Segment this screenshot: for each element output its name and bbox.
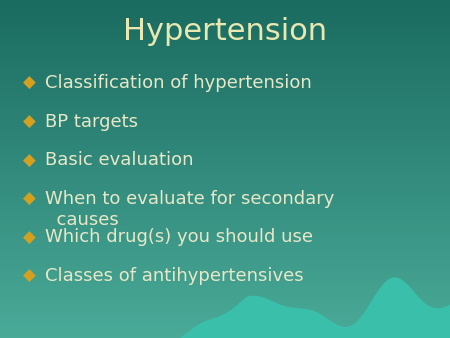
Text: ◆: ◆ [22, 74, 35, 92]
Text: ◆: ◆ [22, 151, 35, 169]
Text: Basic evaluation: Basic evaluation [45, 151, 193, 169]
Polygon shape [180, 277, 450, 338]
Text: ◆: ◆ [22, 113, 35, 131]
Text: When to evaluate for secondary
  causes: When to evaluate for secondary causes [45, 190, 334, 229]
Text: Which drug(s) you should use: Which drug(s) you should use [45, 228, 313, 246]
Text: Classification of hypertension: Classification of hypertension [45, 74, 312, 92]
Text: Hypertension: Hypertension [123, 17, 327, 46]
Text: BP targets: BP targets [45, 113, 138, 131]
Text: ◆: ◆ [22, 267, 35, 285]
Text: ◆: ◆ [22, 190, 35, 208]
Text: Classes of antihypertensives: Classes of antihypertensives [45, 267, 304, 285]
Text: ◆: ◆ [22, 228, 35, 246]
